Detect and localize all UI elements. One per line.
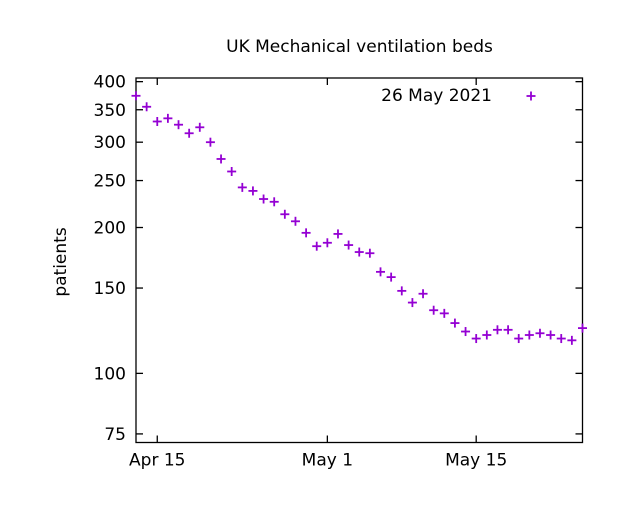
y-tick-label: 400 (94, 73, 126, 93)
x-tick-label: Apr 15 (129, 451, 185, 471)
y-tick-label: 100 (94, 364, 126, 384)
chart-title: UK Mechanical ventilation beds (226, 37, 493, 57)
y-tick-label: 300 (94, 133, 126, 153)
x-tick-label: May 15 (445, 451, 507, 471)
y-tick-label: 200 (94, 219, 126, 239)
x-tick-label: May 1 (302, 451, 353, 471)
y-tick-label: 75 (104, 425, 126, 445)
plot-border (135, 77, 584, 444)
y-tick-label: 150 (94, 279, 126, 299)
y-tick-label: 350 (94, 101, 126, 121)
legend-label: 26 May 2021 (381, 86, 492, 106)
y-tick-label: 250 (94, 172, 126, 192)
